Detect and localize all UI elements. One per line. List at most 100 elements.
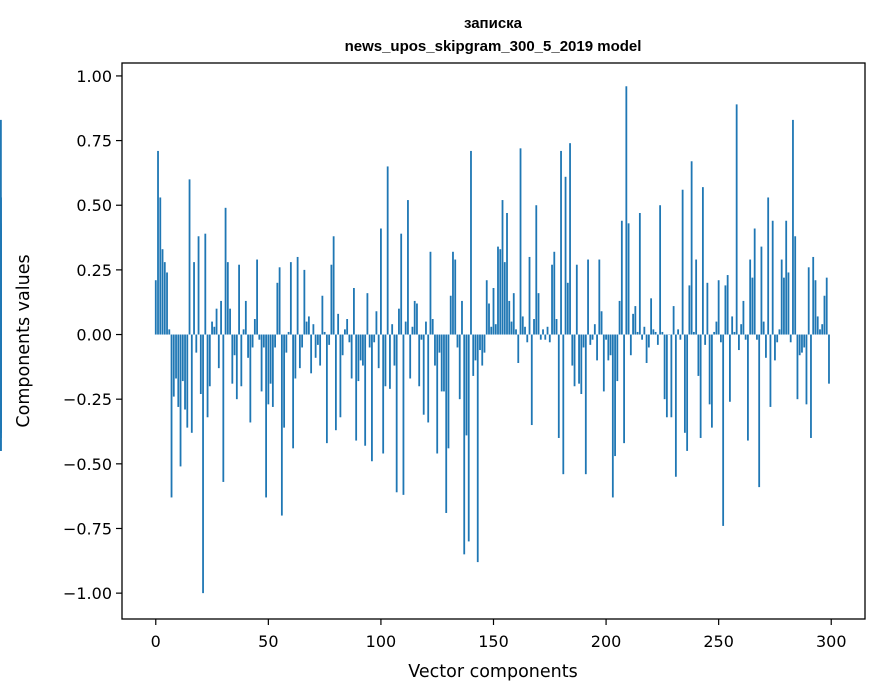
bar [384,334,387,387]
bar [605,334,607,340]
x-tick-label: 250 [703,632,734,651]
bar [206,334,209,418]
bar [796,334,799,400]
bar [735,104,738,335]
bar [753,228,756,335]
bar [285,334,288,353]
bar [611,334,614,498]
bar [271,334,274,407]
bar [647,334,650,348]
bar [805,334,808,405]
bar [717,280,720,335]
bar [512,293,515,335]
bar [353,287,355,335]
bar [154,280,157,335]
bar [422,334,425,415]
bar [551,264,553,335]
bar [332,236,335,335]
bar [427,334,430,423]
bar [386,166,389,335]
bar [641,334,643,340]
bar [785,220,788,335]
bar [251,334,254,348]
bar [436,334,439,454]
bar [654,331,657,335]
bar [519,148,522,335]
bar [533,319,535,335]
bar [371,334,373,462]
bar [440,334,443,392]
bar [506,212,508,335]
bar [287,331,290,335]
bar [161,249,164,335]
bar [593,324,596,335]
bar [186,334,189,428]
bar [481,334,484,366]
bar [0,306,2,335]
bar [452,251,454,335]
bar [744,334,747,340]
bar [652,329,655,335]
bar [188,179,191,335]
bar [823,295,826,335]
bar [470,150,472,335]
bar [508,300,511,335]
bar [665,334,668,418]
bar [380,228,382,335]
bar [724,285,727,335]
bar [488,303,490,335]
bar [762,321,765,335]
bar [503,262,506,335]
bar [623,334,625,444]
bar [445,334,448,513]
bar [247,334,249,358]
bar [409,334,412,379]
bar [199,334,202,395]
bar [321,295,324,335]
bar [344,329,346,335]
bar [819,329,821,335]
bar [688,285,691,335]
bar [179,334,182,467]
bar [339,334,342,418]
bar [607,334,610,361]
bar [283,334,286,428]
bar [683,334,686,433]
bar [659,205,662,335]
bar [778,329,781,335]
bar [485,280,488,335]
x-tick-label: 200 [591,632,622,651]
bar [731,316,734,335]
bar [614,334,616,457]
bar [686,334,689,451]
bar [166,272,168,335]
bar [319,334,322,366]
bar [539,334,542,340]
bar [803,334,806,348]
bar [301,334,304,348]
bar [220,300,222,335]
bar [476,334,479,563]
bar [328,334,331,345]
bar [690,161,693,335]
bar [193,262,195,335]
bar [557,334,560,438]
bar [573,334,576,387]
bar-series [0,86,830,594]
bar [783,277,785,335]
bar [625,86,628,335]
bar [650,298,653,335]
bar [265,334,267,498]
bar [238,264,240,335]
bar [233,334,236,356]
bar [697,334,700,376]
bar [395,334,398,493]
bar [521,316,524,335]
bar [560,150,562,335]
bar [222,334,225,482]
y-tick-label: −0.50 [63,455,112,474]
bar [278,267,281,335]
y-tick-label: 0.25 [76,261,112,280]
bar [434,334,436,366]
y-tick-label: 0.50 [76,196,112,215]
